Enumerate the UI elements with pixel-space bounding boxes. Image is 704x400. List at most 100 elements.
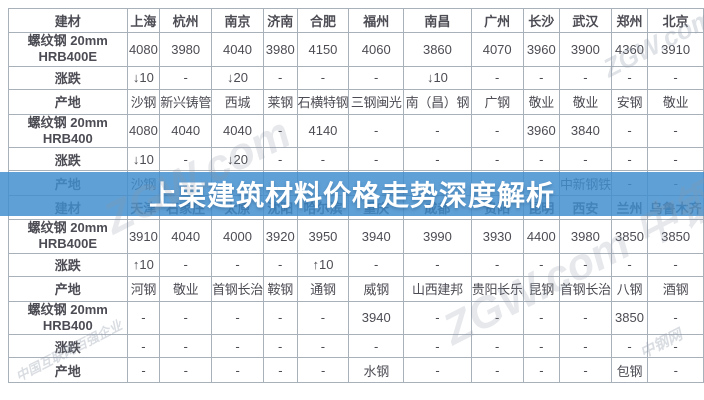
origin-cell: 安钢 [610, 88, 649, 115]
promo-banner-title: 上栗建筑材料价格走势深度解析 [148, 180, 555, 211]
city-header-link[interactable]: 杭州 [159, 8, 213, 33]
price-row: 螺纹钢 20mm HRB400 4080 4040 4040-4140- - -3960 38… [8, 113, 704, 148]
price-cell: - [296, 300, 350, 335]
price-cell: 3980 [159, 32, 213, 67]
price-cell: 4400 [522, 219, 560, 254]
city-header-link[interactable]: 武汉 [558, 8, 612, 33]
price-cell: 3840 [558, 113, 612, 148]
price-cell: 4060 [348, 32, 405, 67]
change-cell: ↑10 [296, 252, 350, 277]
price-cell: 3850 [647, 219, 704, 254]
change-cell: - [126, 334, 161, 358]
change-cell: - [348, 147, 405, 171]
material-label: 螺纹钢 20mm HRB400 [8, 300, 128, 335]
change-cell: ↑10 [126, 252, 161, 277]
change-cell: - [262, 252, 298, 277]
city-header-link[interactable]: 福州 [348, 8, 405, 33]
change-label: 涨跌 [8, 147, 128, 171]
origin-row: 产地 沙钢 新兴铸管 西城 莱钢 石横特钢 三钢闽光 南（昌）钢 广钢 敬业 敬业 安钢 敬业 [8, 88, 704, 115]
origin-label: 产地 [8, 88, 128, 115]
price-cell: 3960 [522, 113, 560, 148]
change-cell: - [262, 65, 298, 90]
price-cell: 4080 [126, 113, 161, 148]
origin-cell: 新兴铸管 [159, 88, 213, 115]
change-cell: ↓10 [126, 65, 161, 90]
change-cell: - [262, 147, 298, 171]
change-cell: - [262, 334, 298, 358]
price-row: 螺纹钢 20mm HRB400E 3910 4040 4000 3920 3950 3940 3… [8, 219, 704, 254]
price-cell: - [403, 113, 472, 148]
city-header-link[interactable]: 济南 [262, 8, 298, 33]
change-cell: ↓10 [403, 65, 472, 90]
price-row: 螺纹钢 20mm HRB400- - - - -3940- - - -3850- [8, 300, 704, 335]
price-cell: - [647, 300, 704, 335]
origin-cell: - [159, 357, 213, 383]
origin-cell: 山西建邦 [403, 275, 472, 302]
city-header-link[interactable]: 长沙 [522, 8, 560, 33]
price-cell: - [470, 300, 524, 335]
change-row: 涨跌 ↑10- - - ↑10- - - - - - - [8, 252, 704, 277]
origin-cell: - [647, 357, 704, 383]
change-cell: - [159, 65, 213, 90]
change-row: 涨跌 ↓10- ↓20- - - ↓10- - - - - [8, 65, 704, 90]
change-cell: - [211, 334, 264, 358]
change-cell: - [522, 147, 560, 171]
materials-header-cell: 建材 [8, 8, 128, 33]
change-cell: ↓20 [211, 65, 264, 90]
change-row: 涨跌 ↓10- ↓20- - - - - - - - - [8, 147, 704, 171]
price-cell: 3940 [348, 300, 405, 335]
origin-cell: - [296, 357, 350, 383]
change-cell: - [522, 65, 560, 90]
change-cell: - [403, 147, 472, 171]
city-header-link[interactable]: 广州 [470, 8, 524, 33]
change-cell: - [296, 334, 350, 358]
change-label: 涨跌 [8, 334, 128, 358]
origin-cell: 广钢 [470, 88, 524, 115]
change-cell: - [403, 252, 472, 277]
change-cell: - [558, 334, 612, 358]
origin-row: 产地 河钢 敬业 首钢长治 鞍钢 通钢 威钢 山西建邦 贵阳长乐 昆钢 首钢长治 八钢 酒钢 [8, 275, 704, 302]
price-cell: - [348, 113, 405, 148]
header-row: 建材 上海 杭州 南京 济南 合肥 福州 南昌 广州 长沙 武汉 郑州 北京 [8, 8, 704, 33]
change-cell: - [470, 334, 524, 358]
change-cell: - [647, 334, 704, 358]
origin-cell: 鞍钢 [262, 275, 298, 302]
price-cell: - [262, 113, 298, 148]
city-header-link[interactable]: 南京 [211, 8, 264, 33]
city-header-link[interactable]: 合肥 [296, 8, 350, 33]
change-cell: - [558, 147, 612, 171]
price-cell: 4140 [296, 113, 350, 148]
price-cell: - [262, 300, 298, 335]
change-cell: - [470, 252, 524, 277]
price-cell: 4080 [126, 32, 161, 67]
price-table: 建材 上海 杭州 南京 济南 合肥 福州 南昌 广州 长沙 武汉 郑州 北京螺纹钢 20mm HRB400… [8, 8, 704, 383]
price-cell: 3930 [470, 219, 524, 254]
city-header-link[interactable]: 南昌 [403, 8, 472, 33]
price-cell: 3850 [610, 300, 649, 335]
origin-cell: - [211, 357, 264, 383]
origin-cell: 石横特钢 [296, 88, 350, 115]
change-cell: - [610, 147, 649, 171]
origin-cell: - [126, 357, 161, 383]
origin-cell: 三钢闽光 [348, 88, 405, 115]
city-header-link[interactable]: 郑州 [610, 8, 649, 33]
city-header-link[interactable]: 上海 [126, 8, 161, 33]
change-cell: - [470, 65, 524, 90]
city-header-link[interactable]: 北京 [647, 8, 704, 33]
origin-cell: 敬业 [558, 88, 612, 115]
change-cell: - [647, 65, 704, 90]
origin-cell: 包钢 [610, 357, 649, 383]
material-label: 螺纹钢 20mm HRB400 [8, 113, 128, 148]
origin-cell: 昆钢 [522, 275, 560, 302]
change-cell: - [296, 147, 350, 171]
origin-cell: - [403, 357, 472, 383]
price-cell: 4040 [211, 32, 264, 67]
change-cell: - [558, 65, 612, 90]
price-cell: - [126, 300, 161, 335]
change-label: 涨跌 [8, 252, 128, 277]
price-cell: - [159, 300, 213, 335]
change-cell: - [159, 252, 213, 277]
price-cell: - [403, 300, 472, 335]
change-cell: ↓10 [126, 147, 161, 171]
